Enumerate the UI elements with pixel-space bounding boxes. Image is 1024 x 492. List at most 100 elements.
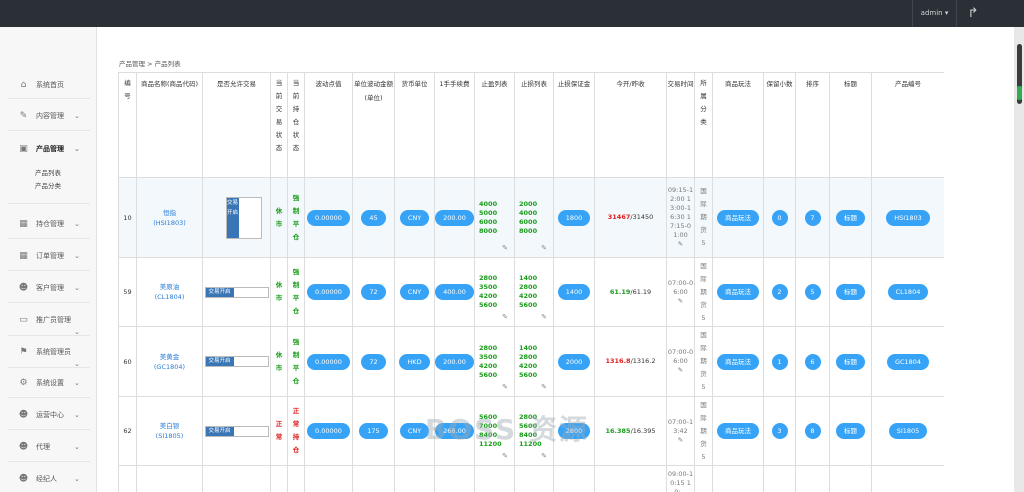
take-profit-list: 2800 3500 4200 5600 ✎ <box>474 257 515 327</box>
decimals[interactable]: 0 <box>763 177 796 258</box>
sidebar-item-agents[interactable]: ☻ 代理 ⌄ <box>18 442 80 452</box>
point-value[interactable]: 0.00000 <box>304 177 353 258</box>
sidebar-item-promoters[interactable]: ▭ 推广员管理 <box>19 315 71 325</box>
breadcrumb: 产品管理 > 产品列表 <box>119 60 181 68</box>
scrollbar-accent <box>1017 86 1022 100</box>
title-button[interactable]: 标题 <box>829 177 872 258</box>
product-id[interactable]: GC1804 <box>871 326 944 397</box>
pencil-icon[interactable]: ✎ <box>677 435 684 444</box>
sidebar-item-operations[interactable]: ☻ 运营中心 ⌄ <box>18 410 80 420</box>
grid-icon: ▦ <box>19 219 28 229</box>
edit-icon: ✎ <box>19 111 28 121</box>
col-header-fee: 1手手续费 <box>434 72 475 178</box>
col-header-trade-time: 交易时间 <box>666 72 695 178</box>
point-value[interactable]: 0.00000 <box>304 326 353 397</box>
sidebar-item-products[interactable]: ▣ 产品管理 ⌄ <box>19 144 80 154</box>
play-button[interactable]: 商品玩法 <box>712 396 764 466</box>
pencil-icon[interactable]: ✎ <box>677 296 684 305</box>
currency[interactable]: HKD <box>394 326 435 397</box>
sidebar-item-admins[interactable]: ⚑ 系统管理员 <box>19 347 71 357</box>
col-header-sort: 排序 <box>795 72 830 178</box>
unit-amount[interactable]: 72 <box>352 257 395 327</box>
trade-status: 休市 <box>270 177 288 258</box>
sidebar-item-customers[interactable]: ☻ 客户管理 ⌄ <box>18 283 80 293</box>
sidebar-subitem-product-list[interactable]: 产品列表 <box>35 169 61 177</box>
play-button[interactable]: 商品玩法 <box>712 177 764 258</box>
sidebar-item-admins-chevron[interactable]: ⌄ <box>0 355 96 373</box>
row-id: 10 <box>118 177 137 258</box>
chevron-down-icon: ⌄ <box>74 443 80 451</box>
point-value[interactable]: 0.00000 <box>304 257 353 327</box>
margin[interactable]: 1400 <box>553 257 595 327</box>
pencil-icon[interactable]: ✎ <box>502 313 508 321</box>
col-header-point: 波动点值 <box>304 72 353 178</box>
col-header-decimals: 保留小数 <box>763 72 796 178</box>
title-button[interactable]: 标题 <box>829 257 872 327</box>
decimals[interactable]: 1 <box>763 326 796 397</box>
point-value[interactable]: 0.00000 <box>304 396 353 466</box>
sort[interactable]: 8 <box>795 396 830 466</box>
pencil-icon[interactable]: ✎ <box>541 313 547 321</box>
open-close: 61.19/61.19 <box>594 257 667 327</box>
sort[interactable]: 6 <box>795 326 830 397</box>
chevron-down-icon: ⌄ <box>74 112 80 120</box>
product-id[interactable]: CL1804 <box>871 257 944 327</box>
stop-loss-list: 1400 2800 4200 5600 ✎ <box>514 326 554 397</box>
pencil-icon[interactable]: ✎ <box>677 240 684 248</box>
user-menu[interactable]: admin ▾ <box>912 0 956 27</box>
unit-amount[interactable]: 72 <box>352 326 395 397</box>
pencil-icon[interactable]: ✎ <box>541 244 547 252</box>
fee[interactable]: 200.00 <box>434 326 475 397</box>
chevron-down-icon: ⌄ <box>74 379 80 387</box>
sidebar-item-home[interactable]: ⌂ 系统首页 <box>0 76 96 94</box>
currency[interactable]: CNY <box>394 177 435 258</box>
trade-status: 正常 <box>270 396 288 466</box>
sort[interactable]: 5 <box>795 257 830 327</box>
play-button[interactable]: 商品玩法 <box>712 326 764 397</box>
scrollbar-thumb[interactable] <box>1017 44 1022 104</box>
sidebar-item-content[interactable]: ✎ 内容管理 ⌄ <box>19 111 80 121</box>
product-id[interactable]: SI1805 <box>871 396 944 466</box>
chevron-down-icon: ⌄ <box>74 220 80 228</box>
currency[interactable]: CNY <box>394 257 435 327</box>
gear-icon: ⚙ <box>19 378 28 388</box>
sidebar-divider <box>8 335 90 336</box>
margin[interactable]: 1800 <box>553 177 595 258</box>
margin[interactable]: 2800 <box>553 396 595 466</box>
play-button[interactable]: 商品玩法 <box>712 257 764 327</box>
trade-toggle[interactable]: 交易开启 <box>202 257 271 327</box>
page-scrollbar[interactable] <box>1014 27 1024 492</box>
pencil-icon[interactable]: ✎ <box>502 244 508 252</box>
pencil-icon[interactable]: ✎ <box>502 383 508 391</box>
sidebar-subitem-product-category[interactable]: 产品分类 <box>35 182 61 190</box>
fee[interactable]: 400.00 <box>434 257 475 327</box>
fee[interactable]: 200.00 <box>434 177 475 258</box>
sidebar-item-orders[interactable]: ▦ 订单管理 ⌄ <box>19 251 80 261</box>
fee[interactable]: 268.00 <box>434 396 475 466</box>
trade-toggle[interactable]: 交易开启 <box>202 177 271 258</box>
trade-toggle[interactable]: 交易开启 <box>202 396 271 466</box>
unit-amount[interactable]: 175 <box>352 396 395 466</box>
title-button[interactable]: 标题 <box>829 396 872 466</box>
sidebar-item-settings[interactable]: ⚙ 系统设置 ⌄ <box>19 378 80 388</box>
decimals[interactable]: 2 <box>763 257 796 327</box>
unit-amount[interactable]: 45 <box>352 177 395 258</box>
product-id[interactable]: HSI1803 <box>871 177 944 258</box>
title-button[interactable]: 标题 <box>829 326 872 397</box>
table-row: 62 美白银 (SI1805) 交易开启 正常 正常持仓 0.00000 175 … <box>118 396 944 466</box>
trade-time: 09:15-12:00 13:00-16:30 17:15-01:00 ✎ <box>666 177 695 258</box>
pencil-icon[interactable]: ✎ <box>541 383 547 391</box>
currency[interactable]: CNY <box>394 396 435 466</box>
sort[interactable]: 7 <box>795 177 830 258</box>
trade-toggle[interactable]: 交易开启 <box>202 326 271 397</box>
pencil-icon[interactable]: ✎ <box>677 366 684 374</box>
decimals[interactable]: 3 <box>763 396 796 466</box>
pencil-icon[interactable]: ✎ <box>541 452 547 460</box>
sidebar-item-brokers[interactable]: ☻ 经纪人 ⌄ <box>18 474 80 484</box>
sidebar-item-promoters-chevron[interactable]: ⌄ <box>0 323 96 341</box>
share-icon[interactable]: ↱ <box>956 0 989 27</box>
pencil-icon[interactable]: ✎ <box>502 452 508 460</box>
margin[interactable]: 2000 <box>553 326 595 397</box>
sidebar-item-positions[interactable]: ▦ 持仓管理 ⌄ <box>19 219 80 229</box>
sidebar-divider <box>8 203 90 204</box>
